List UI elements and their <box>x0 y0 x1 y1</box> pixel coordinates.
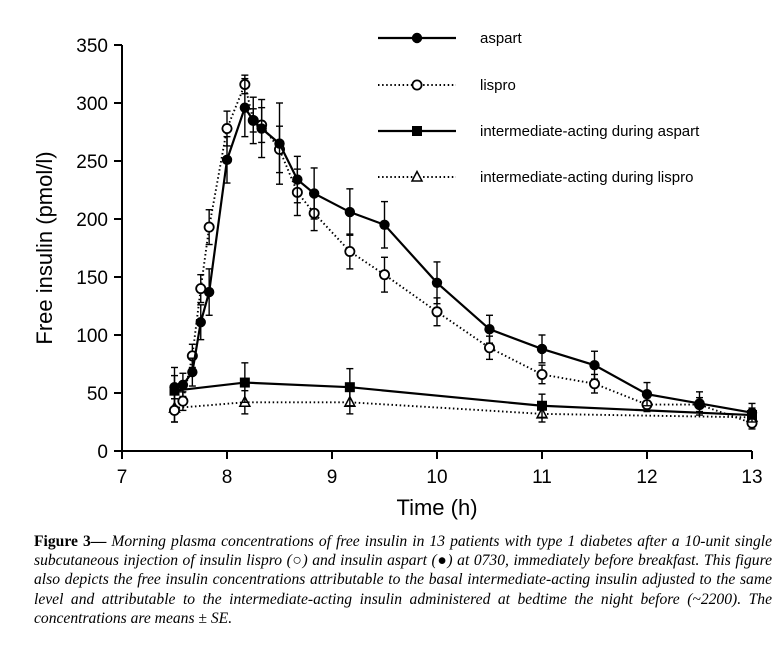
y-tick-label: 200 <box>76 210 108 231</box>
data-point-aspart <box>379 219 390 230</box>
legend-label-intermediate-acting-during-lispro: intermediate-acting during lispro <box>480 169 693 186</box>
legend: aspart lispro intermediate-acting during a… <box>378 30 700 186</box>
y-tick-label: 350 <box>76 36 108 57</box>
data-point-lispro <box>203 221 215 233</box>
y-tick-label: 250 <box>76 152 108 173</box>
data-point-aspart <box>195 317 206 328</box>
x-tick-label: 12 <box>636 467 657 488</box>
x-tick-label: 7 <box>117 467 128 488</box>
data-point-aspart <box>292 174 303 185</box>
data-point-lispro <box>431 306 443 318</box>
data-point-aspart <box>203 286 215 298</box>
data-point-aspart <box>169 382 180 393</box>
x-tick-label: 8 <box>222 467 233 488</box>
data-point-lispro <box>177 395 189 407</box>
data-point-lispro <box>483 342 495 354</box>
insulin-line-chart: 0 50 100 150 200 250 300 350 7 8 9 10 11 12 13 aspart l… <box>32 30 763 520</box>
data-point-aspart <box>536 343 548 355</box>
data-point-aspart <box>239 102 251 113</box>
legend-label-aspart: aspart <box>480 30 523 47</box>
legend-marker-lispro <box>411 79 423 91</box>
data-point-aspart <box>274 138 285 149</box>
data-point-aspart <box>694 398 705 409</box>
data-point-lispro <box>168 404 180 416</box>
x-axis-label: Time (h) <box>396 495 477 520</box>
figure-caption: Figure 3— Morning plasma concentrations … <box>34 532 772 628</box>
legend-marker-aspart <box>411 32 423 44</box>
legend-item-intermediate-acting-during-lispro: intermediate-acting during lispro <box>378 169 693 186</box>
x-tick-label: 13 <box>741 467 762 488</box>
data-point-lispro <box>344 245 356 257</box>
y-tick-label: 300 <box>76 94 108 115</box>
data-point-aspart <box>177 379 189 391</box>
caption-text: Morning plasma concentrations of free in… <box>34 533 773 627</box>
series-line-intermediate-acting-during-aspart <box>174 381 753 417</box>
data-point-aspart <box>248 115 259 126</box>
data-point-aspart <box>589 359 600 371</box>
data-point-aspart <box>641 388 653 400</box>
data-point-intermediate-acting-during-aspart <box>344 382 355 393</box>
data-point-aspart <box>308 188 320 199</box>
y-tick-label: 150 <box>76 268 108 289</box>
series-line-intermediate-acting-during-lispro <box>174 401 753 419</box>
y-tick-label: 100 <box>76 326 108 347</box>
data-point-lispro <box>536 368 548 380</box>
legend-marker-intermediate-acting-during-lispro <box>410 169 424 182</box>
legend-item-aspart: aspart <box>378 30 523 47</box>
data-point-lispro <box>221 123 233 135</box>
series-aspart <box>169 77 758 423</box>
data-point-intermediate-acting-during-aspart <box>239 377 250 388</box>
data-point-aspart <box>746 407 758 418</box>
data-point-aspart <box>256 123 267 134</box>
x-tick-label: 9 <box>327 467 338 488</box>
x-tick-label: 11 <box>532 467 552 488</box>
data-point-aspart <box>484 324 495 335</box>
data-point-intermediate-acting-during-aspart <box>537 400 547 411</box>
x-tick-label: 10 <box>426 467 447 488</box>
axes: 0 50 100 150 200 250 300 350 7 8 9 10 11 12 13 <box>76 36 762 488</box>
legend-item-lispro: lispro <box>378 77 516 94</box>
y-tick-label: 50 <box>87 384 108 405</box>
series-layer <box>168 74 759 430</box>
data-point-lispro <box>589 378 601 390</box>
caption-label: Figure 3— <box>34 533 107 550</box>
y-axis-label: Free insulin (pmol/l) <box>32 151 57 344</box>
data-point-aspart <box>187 366 198 378</box>
legend-label-intermediate-acting-during-aspart: intermediate-acting during aspart <box>480 123 700 140</box>
y-tick-label: 0 <box>97 442 108 463</box>
legend-label-lispro: lispro <box>480 77 516 94</box>
data-point-aspart <box>221 154 233 166</box>
figure: 0 50 100 150 200 250 300 350 7 8 9 10 11 12 13 aspart l… <box>32 30 763 520</box>
series-intermediate-acting-during-lispro <box>168 389 759 424</box>
data-point-lispro <box>378 269 390 281</box>
data-point-aspart <box>431 277 443 288</box>
data-point-aspart <box>344 206 356 218</box>
legend-item-intermediate-acting-during-aspart: intermediate-acting during aspart <box>378 123 700 140</box>
series-intermediate-acting-during-aspart <box>169 362 757 423</box>
legend-marker-intermediate-acting-during-aspart <box>412 126 422 136</box>
